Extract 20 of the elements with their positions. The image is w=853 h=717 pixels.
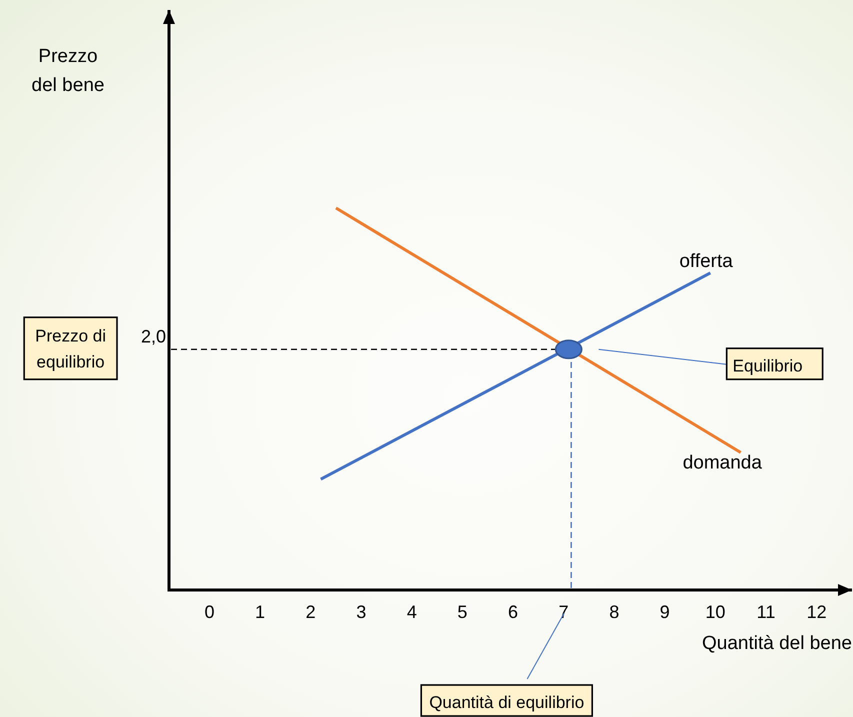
x-tick-label: 0	[204, 602, 214, 622]
x-axis-title: Quantità del bene	[702, 633, 852, 654]
x-tick-label: 12	[806, 602, 827, 622]
x-tick-label: 10	[705, 602, 726, 622]
text: 2,0	[140, 326, 166, 346]
x-tick-label: 5	[457, 602, 468, 622]
series-label: offerta	[679, 250, 734, 272]
text: Prezzo di equilibrio	[35, 326, 106, 372]
x-tick-label: 2	[306, 602, 316, 622]
x-tick-label: 1	[255, 602, 266, 622]
annotation: Equilibrio	[732, 356, 803, 376]
x-tick-label: 4	[406, 602, 417, 622]
text: Quantità di equilibrio	[429, 693, 584, 712]
x-tick-label: 9	[660, 602, 670, 622]
text: Prezzo del bene	[32, 46, 104, 96]
x-tick-label: 11	[756, 602, 776, 622]
x-tick-label: 3	[356, 602, 366, 622]
series-label: domanda	[682, 452, 762, 474]
x-tick-label: 6	[508, 602, 518, 622]
x-tick-label: 8	[609, 602, 620, 622]
